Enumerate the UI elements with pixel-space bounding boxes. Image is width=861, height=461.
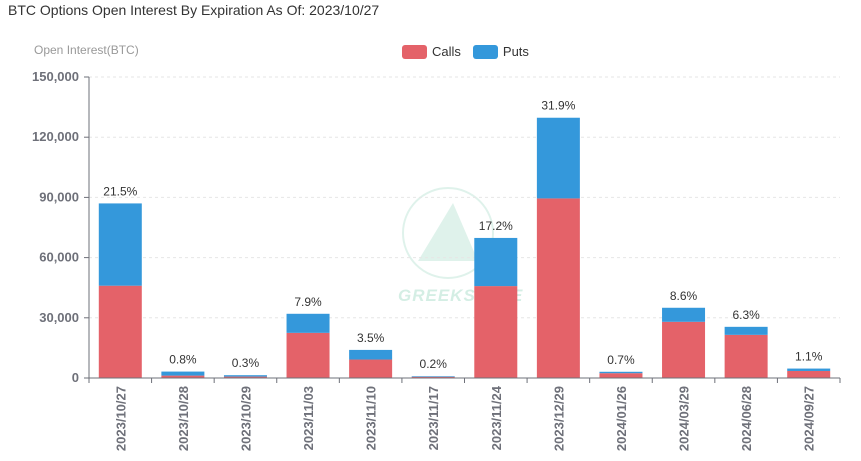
data-label: 0.8% — [169, 353, 197, 367]
x-tick-label: 2024/06/28 — [739, 386, 754, 451]
bar-puts — [98, 203, 142, 286]
legend: Calls Puts — [402, 44, 541, 59]
x-tick-label: 2023/12/29 — [551, 386, 566, 451]
bar-calls — [724, 334, 768, 378]
data-label: 1.1% — [795, 350, 823, 364]
data-label: 17.2% — [479, 219, 513, 233]
x-tick-label: 2024/09/27 — [802, 386, 817, 451]
legend-label-puts: Puts — [502, 44, 529, 59]
y-tick-label: 60,000 — [39, 250, 79, 265]
x-tick-label: 2023/11/03 — [301, 386, 316, 450]
bar-puts — [724, 326, 768, 335]
data-label: 8.6% — [670, 289, 698, 303]
data-label: 0.2% — [420, 357, 448, 371]
legend-item-puts[interactable]: Puts — [472, 44, 529, 59]
x-tick-label: 2023/11/24 — [489, 385, 504, 450]
x-tick-label: 2024/03/29 — [677, 386, 692, 451]
y-tick-label: 0 — [72, 370, 79, 385]
data-label: 21.5% — [103, 184, 137, 198]
x-tick-label: 2023/10/29 — [238, 386, 253, 451]
bar-puts — [536, 117, 580, 199]
data-label: 31.9% — [541, 99, 575, 113]
bar-calls — [98, 285, 142, 378]
x-tick-label: 2024/01/26 — [614, 386, 629, 451]
y-tick-label: 90,000 — [39, 189, 79, 204]
bar-puts — [662, 307, 706, 322]
chart-title: BTC Options Open Interest By Expiration … — [8, 2, 380, 18]
bar-puts — [411, 376, 455, 377]
legend-label-calls: Calls — [432, 44, 461, 59]
data-label: 7.9% — [294, 295, 322, 309]
bar-puts — [349, 349, 393, 360]
bar-puts — [223, 375, 267, 377]
data-label: 6.3% — [732, 308, 760, 322]
y-axis-label: Open Interest(BTC) — [34, 43, 139, 57]
bar-calls — [349, 359, 393, 378]
bar-calls — [286, 332, 330, 378]
x-tick-label: 2023/11/17 — [426, 386, 441, 450]
y-tick-label: 30,000 — [39, 310, 79, 325]
legend-swatch-puts — [472, 44, 498, 59]
legend-swatch-calls — [402, 44, 427, 59]
bar-calls — [411, 376, 455, 378]
data-label: 3.5% — [357, 331, 385, 345]
bar-puts — [787, 368, 831, 371]
bar-puts — [474, 237, 518, 287]
bar-calls — [161, 375, 205, 378]
legend-item-calls[interactable]: Calls — [402, 44, 461, 59]
bar-calls — [599, 373, 643, 378]
watermark-logo-icon — [402, 187, 494, 279]
data-label: 0.3% — [232, 356, 260, 370]
bar-calls — [474, 286, 518, 378]
y-tick-label: 150,000 — [32, 69, 79, 84]
y-tick-label: 120,000 — [32, 129, 79, 144]
bar-calls — [223, 376, 267, 378]
x-tick-label: 2023/11/10 — [364, 386, 379, 450]
x-tick-label: 2023/10/28 — [176, 386, 191, 451]
x-tick-label: 2023/10/27 — [113, 386, 128, 451]
data-label: 0.7% — [607, 353, 635, 367]
bar-calls — [536, 198, 580, 378]
bar-puts — [161, 371, 205, 376]
bar-puts — [286, 313, 330, 333]
bar-calls — [787, 370, 831, 378]
bar-puts — [599, 371, 643, 374]
bar-calls — [662, 321, 706, 378]
